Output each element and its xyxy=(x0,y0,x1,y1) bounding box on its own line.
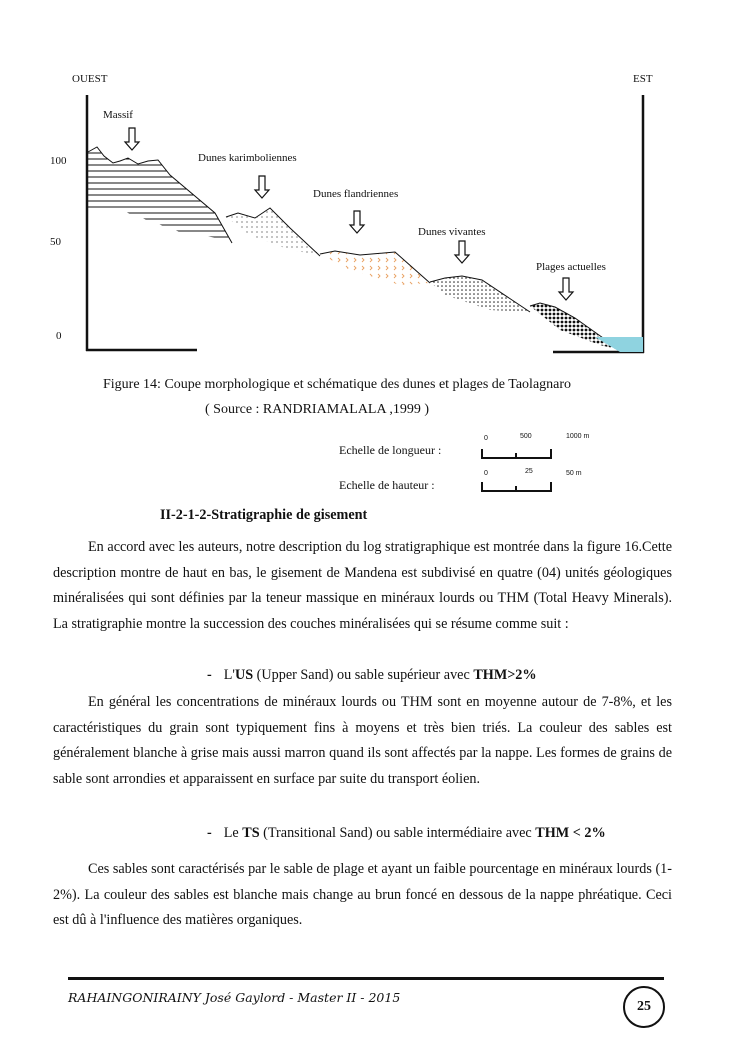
scale-tick: 50 m xyxy=(566,470,582,477)
section-heading: II-2-1-2-Stratigraphie de gisement xyxy=(160,507,368,523)
figure-source: ( Source : RANDRIAMALALA ,1999 ) xyxy=(205,402,429,417)
scale-bars xyxy=(481,449,552,492)
scale-tick: 1000 m xyxy=(566,433,590,440)
massif-unit xyxy=(88,147,230,240)
karimbolian-dune-unit xyxy=(226,208,320,255)
us-paragraph: En général les concentrations de minérau… xyxy=(53,694,672,787)
arrow-icon xyxy=(557,277,575,301)
arrow-icon xyxy=(253,175,271,199)
unit-label: Dunes karimboliennes xyxy=(198,152,297,164)
unit-label: Dunes vivantes xyxy=(418,226,486,238)
ts-paragraph: Ces sables sont caractérisés par le sabl… xyxy=(53,861,672,928)
scale-tick: 0 xyxy=(484,435,488,442)
y-tick: 50 xyxy=(50,236,61,248)
page-number: 25 xyxy=(623,986,665,1028)
unit-label: Plages actuelles xyxy=(536,261,606,273)
y-tick: 0 xyxy=(56,330,62,342)
arrow-icon xyxy=(453,240,471,264)
y-tick: 100 xyxy=(50,155,67,167)
bullet-us: - L'US (Upper Sand) ou sable supérieur av… xyxy=(207,667,537,683)
height-scale-label: Echelle de hauteur : xyxy=(339,478,435,492)
dune-cross-section-diagram xyxy=(85,95,645,354)
sea-water xyxy=(595,337,643,352)
footer-author: RAHAINGONIRAINY José Gaylord - Master II… xyxy=(68,990,401,1005)
west-label: OUEST xyxy=(72,73,108,85)
length-scale-label: Echelle de longueur : xyxy=(339,443,442,457)
bullet-ts: - Le TS (Transitional Sand) ou sable inte… xyxy=(207,825,606,841)
arrow-icon xyxy=(123,127,141,151)
scale-tick: 0 xyxy=(484,470,488,477)
east-label: EST xyxy=(633,73,653,85)
flandrian-dune-unit xyxy=(320,251,430,285)
intro-paragraph: En accord avec les auteurs, notre descri… xyxy=(53,539,672,632)
scale-tick: 25 xyxy=(525,468,533,475)
living-dune-unit xyxy=(430,276,530,312)
figure-caption: Figure 14: Coupe morphologique et schéma… xyxy=(103,377,572,392)
arrow-icon xyxy=(348,210,366,234)
unit-label: Massif xyxy=(103,109,133,121)
scale-tick: 500 xyxy=(520,433,532,440)
unit-label: Dunes flandriennes xyxy=(313,188,399,200)
footer-rule xyxy=(68,977,664,980)
